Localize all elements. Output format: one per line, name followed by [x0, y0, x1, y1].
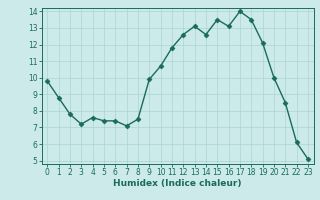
X-axis label: Humidex (Indice chaleur): Humidex (Indice chaleur) [113, 179, 242, 188]
